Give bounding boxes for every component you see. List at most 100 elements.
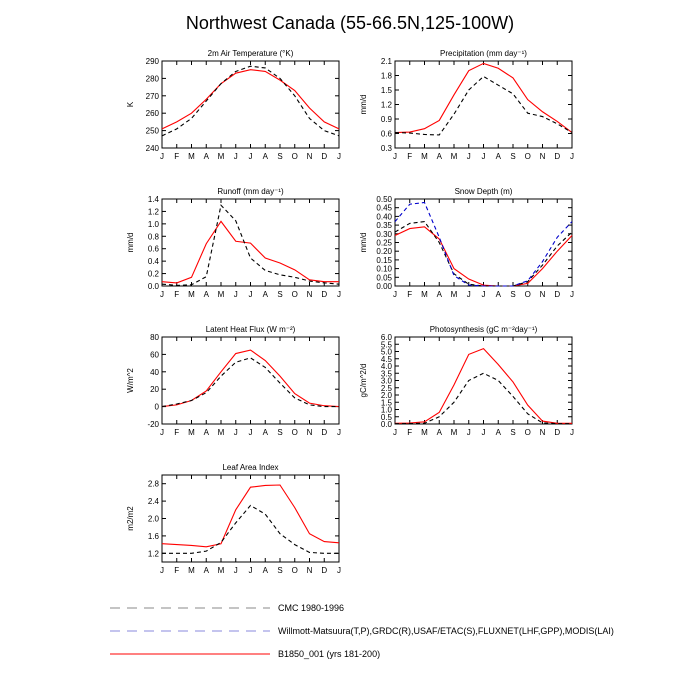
- y-tick-label: 0.25: [376, 239, 392, 248]
- x-tick-label: M: [188, 566, 195, 575]
- x-tick-label: S: [277, 566, 282, 575]
- y-tick-label: 20: [150, 385, 159, 394]
- x-tick-label: D: [554, 152, 560, 161]
- plot-frame: [394, 336, 573, 425]
- y-tick-label: 0.6: [148, 245, 160, 254]
- x-tick-label: A: [437, 428, 443, 437]
- x-tick-label: D: [321, 290, 327, 299]
- y-tick-label: 0.40: [376, 212, 392, 221]
- x-tick-label: M: [451, 152, 458, 161]
- x-tick-label: J: [337, 428, 341, 437]
- x-tick-label: M: [421, 290, 428, 299]
- y-tick-label: 260: [146, 109, 160, 118]
- y-axis-label: mm/d: [359, 95, 368, 115]
- y-tick-label: 0.20: [376, 247, 392, 256]
- x-tick-label: O: [292, 290, 298, 299]
- x-tick-label: J: [482, 428, 486, 437]
- x-tick-label: F: [407, 152, 412, 161]
- y-tick-label: 0.9: [381, 115, 393, 124]
- panel-gpp: Photosynthesis (gC m⁻²day⁻¹) gC/m^2/d 0.00…: [359, 325, 574, 437]
- x-tick-label: J: [160, 566, 164, 575]
- x-tick-label: A: [204, 566, 210, 575]
- x-tick-label: A: [437, 290, 443, 299]
- y-tick-label: 3.5: [381, 369, 393, 378]
- x-tick-label: J: [482, 290, 486, 299]
- y-axis-label: gC/m^2/d: [359, 364, 368, 398]
- y-tick-label: 60: [150, 350, 159, 359]
- x-tick-label: A: [263, 428, 269, 437]
- y-tick-label: 0.6: [381, 130, 393, 139]
- x-tick-label: J: [337, 566, 341, 575]
- y-tick-label: 2.5: [381, 384, 393, 393]
- y-tick-label: 0.30: [376, 230, 392, 239]
- y-tick-label: 270: [146, 92, 160, 101]
- x-tick-label: S: [510, 290, 515, 299]
- panel-title: Snow Depth (m): [455, 187, 513, 196]
- series-line-model: [161, 220, 339, 284]
- y-tick-label: 0.2: [148, 270, 160, 279]
- y-tick-label: 6.0: [381, 333, 393, 342]
- x-tick-label: S: [277, 290, 282, 299]
- x-tick-label: M: [218, 290, 225, 299]
- x-tick-label: D: [321, 566, 327, 575]
- y-tick-label: 240: [146, 144, 160, 153]
- x-tick-label: J: [570, 290, 574, 299]
- x-tick-label: J: [570, 428, 574, 437]
- y-tick-label: 5.5: [381, 340, 393, 349]
- y-axis-label: m2/m2: [126, 506, 135, 531]
- x-tick-label: F: [174, 428, 179, 437]
- series-line-cmc: [161, 204, 340, 286]
- x-tick-label: M: [188, 428, 195, 437]
- y-tick-label: 250: [146, 127, 160, 136]
- panel-title: Latent Heat Flux (W m⁻²): [206, 325, 296, 334]
- series-line-cmc: [161, 357, 339, 408]
- y-tick-label: 0.15: [376, 256, 392, 265]
- y-tick-label: 5.0: [381, 348, 393, 357]
- plot-frame: [394, 60, 573, 149]
- x-tick-label: D: [321, 152, 327, 161]
- x-tick-label: O: [292, 566, 298, 575]
- x-tick-label: A: [204, 152, 210, 161]
- y-tick-label: 80: [150, 333, 159, 342]
- x-tick-label: J: [337, 290, 341, 299]
- panel-lhf: Latent Heat Flux (W m⁻²) W/m^2 -20 0 20 40 60 8…: [126, 325, 341, 437]
- y-tick-label: 1.2: [148, 207, 160, 216]
- legend-label-model: B1850_001 (yrs 181-200): [278, 649, 380, 659]
- panel-title: 2m Air Temperature (°K): [208, 49, 294, 58]
- y-tick-label: 1.5: [381, 86, 393, 95]
- x-tick-label: D: [554, 428, 560, 437]
- x-tick-label: O: [525, 152, 531, 161]
- x-tick-label: J: [337, 152, 341, 161]
- x-tick-label: N: [540, 152, 546, 161]
- panel-runoff: Runoff (mm day⁻¹) mm/d 0.0 0.2 0.4 0.6 0.8 1.0 1…: [126, 187, 341, 299]
- y-axis-label: mm/d: [359, 233, 368, 253]
- panels: 2m Air Temperature (°K) K 240 250 260 270 280 2…: [126, 49, 574, 575]
- x-tick-label: J: [160, 152, 164, 161]
- x-tick-label: J: [393, 152, 397, 161]
- x-tick-label: N: [307, 152, 313, 161]
- x-tick-label: N: [307, 428, 313, 437]
- x-tick-label: A: [496, 290, 502, 299]
- x-tick-label: M: [451, 290, 458, 299]
- x-tick-label: M: [451, 428, 458, 437]
- series-line-willmott: [394, 201, 573, 287]
- x-tick-label: A: [496, 152, 502, 161]
- y-tick-label: 1.0: [148, 220, 160, 229]
- x-tick-label: M: [218, 152, 225, 161]
- x-tick-label: S: [277, 152, 282, 161]
- x-tick-label: J: [570, 152, 574, 161]
- x-tick-label: A: [263, 152, 269, 161]
- y-tick-label: 0.4: [148, 257, 160, 266]
- y-tick-label: 0.50: [376, 195, 392, 204]
- y-tick-label: 3.0: [381, 377, 393, 386]
- x-tick-label: A: [263, 566, 269, 575]
- x-tick-label: J: [467, 290, 471, 299]
- panel-title: Precipitation (mm day⁻¹): [440, 49, 527, 58]
- y-tick-label: 1.6: [148, 532, 160, 541]
- y-axis-label: W/m^2: [126, 368, 135, 393]
- x-tick-label: N: [307, 566, 313, 575]
- x-tick-label: J: [482, 152, 486, 161]
- legend-label-willmott: Willmott-Matsuura(T,P),GRDC(R),USAF/ETAC…: [278, 626, 614, 636]
- x-tick-label: A: [263, 290, 269, 299]
